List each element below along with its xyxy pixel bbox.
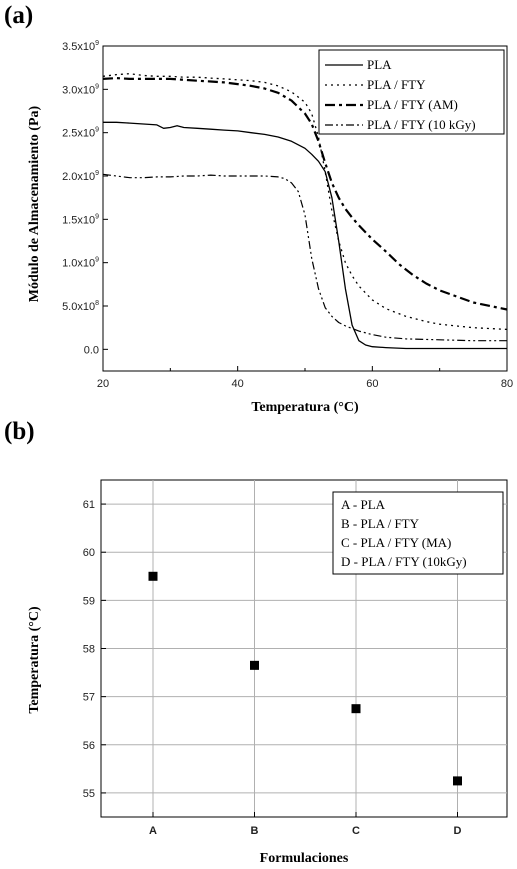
y-tick-mantissa: 3.0x10 — [62, 84, 95, 96]
y-axis-title-b: Temperatura (°C) — [27, 606, 42, 714]
x-tick-label-b: D — [454, 825, 462, 837]
x-tick-label: 40 — [232, 378, 244, 390]
y-tick-label-b: 56 — [83, 740, 95, 752]
x-tick-label: 20 — [97, 378, 109, 390]
y-tick-label-b: 60 — [83, 547, 95, 559]
y-tick-mantissa: 2.5x10 — [62, 128, 95, 140]
legend-label: PLA — [367, 57, 392, 72]
legend-label: PLA / FTY (10 kGy) — [367, 117, 476, 132]
data-point — [148, 571, 158, 581]
y-tick-label: 5.0x108 — [62, 300, 99, 313]
legend-label-b: D - PLA / FTY (10kGy) — [341, 554, 467, 569]
series-line-1 — [102, 73, 508, 331]
y-tick-mantissa: 1.5x10 — [62, 214, 95, 226]
legend-box-b — [332, 491, 504, 575]
y-tick-label: 2.5x109 — [62, 127, 99, 140]
y-tick-exponent: 9 — [95, 170, 99, 177]
y-tick-mantissa: 5.0x10 — [62, 301, 95, 313]
series-line-2 — [102, 76, 508, 311]
x-tick-label: 60 — [366, 378, 378, 390]
x-axis-title-b: Formulaciones — [260, 851, 349, 866]
y-tick-mantissa: 3.5x10 — [62, 41, 95, 53]
y-tick-label: 2.0x109 — [62, 170, 99, 183]
y-tick-exponent: 9 — [95, 213, 99, 220]
x-tick-label-b: A — [149, 825, 157, 837]
y-tick-label: 3.0x109 — [62, 83, 99, 96]
y-tick-exponent: 9 — [95, 127, 99, 134]
y-tick-exponent: 9 — [95, 257, 99, 264]
y-tick-label-b: 59 — [83, 595, 95, 607]
y-tick-label: 0.0 — [84, 344, 99, 356]
legend-label-b: B - PLA / FTY — [341, 516, 420, 531]
y-tick-exponent: 9 — [95, 83, 99, 90]
y-tick-mantissa: 0.0 — [84, 344, 99, 356]
y-tick-label: 1.5x109 — [62, 213, 99, 226]
x-axis-title: Temperatura (°C) — [251, 400, 359, 415]
y-tick-mantissa: 2.0x10 — [62, 171, 95, 183]
legend-label-b: C - PLA / FTY (MA) — [341, 535, 451, 550]
storage-modulus-chart: 20 40 60 800.05.0x1081.0x1091.5x1092.0x1092… — [27, 40, 513, 415]
legend-label-b: A - PLA — [341, 497, 386, 512]
y-tick-label-b: 58 — [83, 644, 95, 656]
y-tick-label-b: 57 — [83, 692, 95, 704]
x-tick-label-b: C — [352, 825, 360, 837]
y-tick-label: 3.5x109 — [62, 40, 99, 53]
y-tick-label-b: 55 — [83, 788, 95, 800]
legend-box — [318, 49, 505, 135]
y-tick-exponent: 9 — [95, 40, 99, 47]
data-point — [453, 776, 462, 786]
x-tick-label: 80 — [501, 378, 513, 390]
y-tick-exponent: 8 — [95, 300, 99, 307]
y-tick-mantissa: 1.0x10 — [62, 258, 95, 270]
panel-b-label: (b) — [4, 418, 35, 445]
series-line-3 — [102, 173, 507, 342]
legend-label: PLA / FTY — [367, 77, 426, 92]
data-point — [250, 660, 259, 670]
y-tick-label-b: 61 — [83, 499, 95, 511]
x-tick-label-b: B — [251, 825, 259, 837]
y-tick-label: 1.0x109 — [62, 257, 99, 270]
panel-a-label: (a) — [4, 2, 34, 29]
series-line-0 — [103, 121, 507, 350]
data-point — [351, 704, 361, 714]
y-axis-title: Módulo de Almacenamiento (Pa) — [27, 105, 42, 302]
legend-label: PLA / FTY (AM) — [367, 97, 458, 112]
